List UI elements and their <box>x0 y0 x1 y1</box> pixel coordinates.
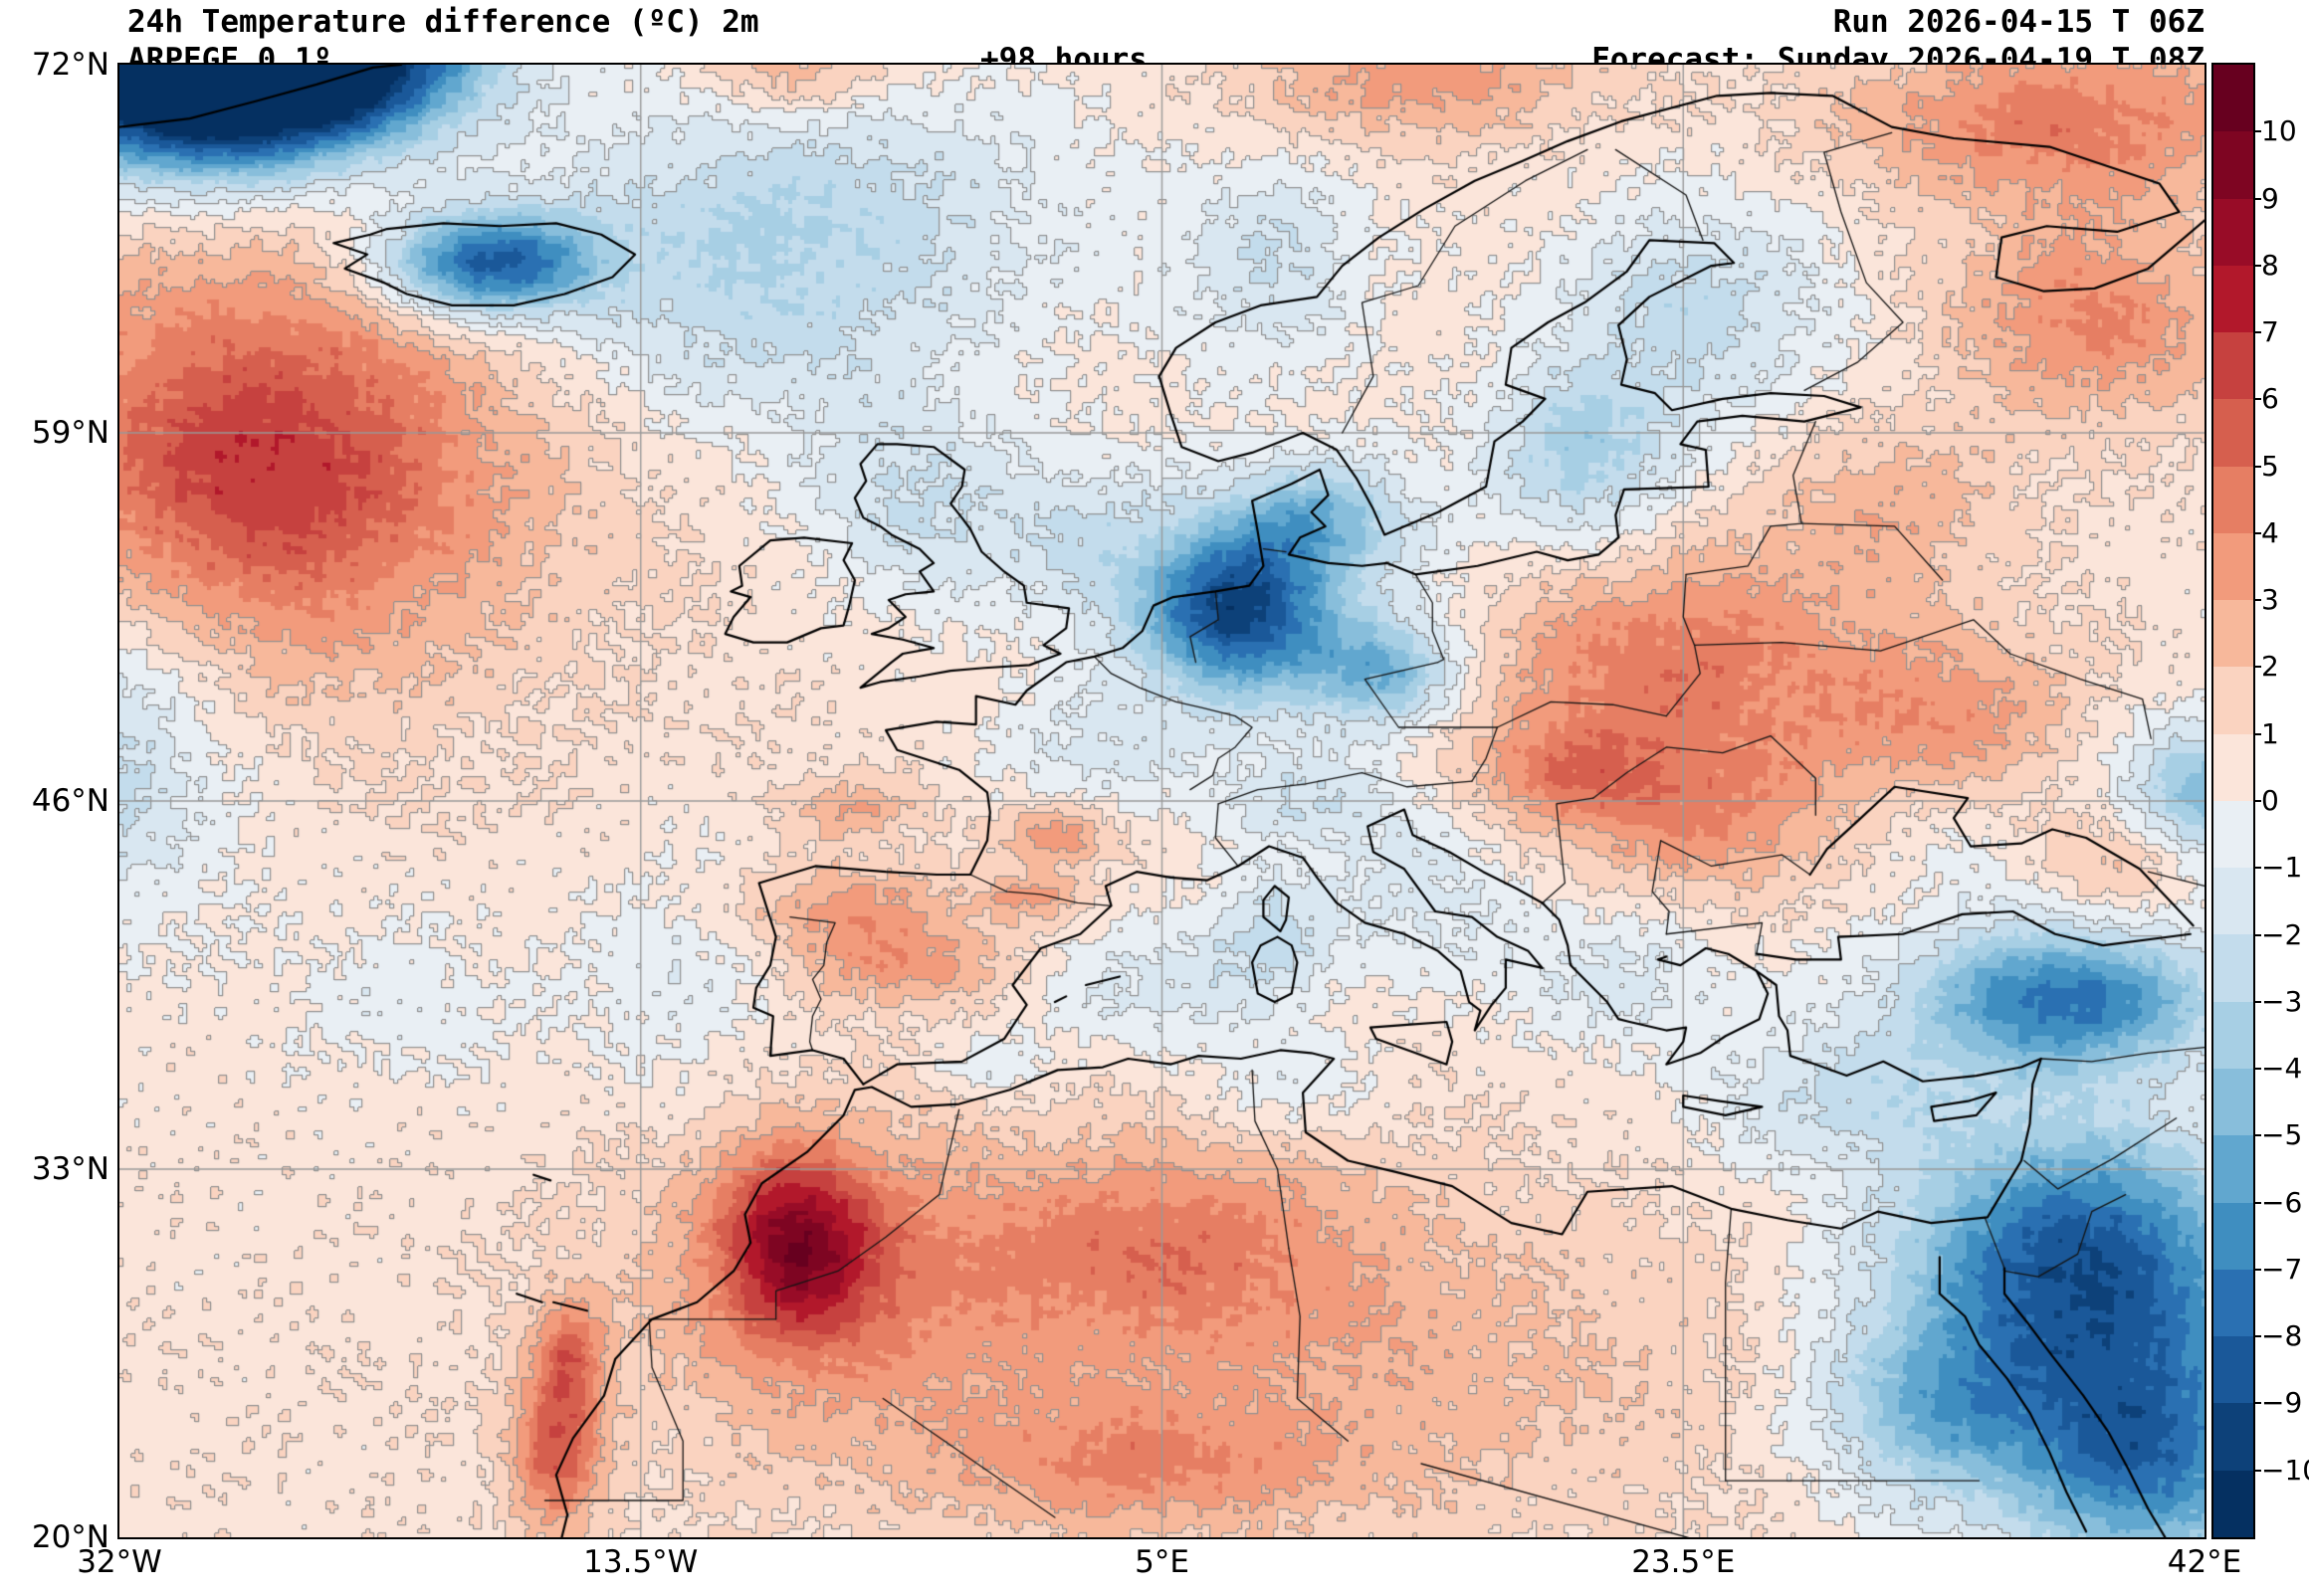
page-title: 24h Temperature difference (ºC) 2m <box>127 4 759 40</box>
colorbar <box>2211 63 2255 1539</box>
colorbar-tick-label: 10 <box>2261 114 2297 148</box>
colorbar-segment <box>2213 1001 2253 1069</box>
colorbar-tick-label: 0 <box>2261 784 2279 817</box>
colorbar-tick-mark <box>2253 398 2261 401</box>
colorbar-tick-label: −6 <box>2261 1185 2303 1219</box>
colorbar-tick-mark <box>2253 666 2261 669</box>
lon-tick-label: 32°W <box>77 1544 162 1580</box>
colorbar-segment <box>2213 733 2253 801</box>
colorbar-segment <box>2213 1336 2253 1404</box>
colorbar-tick-mark <box>2253 130 2261 133</box>
colorbar-tick-mark <box>2253 1402 2261 1405</box>
colorbar-segment <box>2213 198 2253 266</box>
colorbar-tick-mark <box>2253 197 2261 200</box>
lon-tick-label: 5°E <box>1135 1544 1189 1580</box>
colorbar-tick-label: −1 <box>2261 851 2303 885</box>
colorbar-tick-label: 6 <box>2261 382 2279 416</box>
colorbar-tick-mark <box>2253 1134 2261 1137</box>
colorbar-segment <box>2213 1135 2253 1203</box>
colorbar-tick-mark <box>2253 599 2261 602</box>
colorbar-segment <box>2213 399 2253 467</box>
colorbar-segment <box>2213 1470 2253 1537</box>
colorbar-tick-label: −8 <box>2261 1319 2303 1353</box>
colorbar-segment <box>2213 131 2253 199</box>
colorbar-tick-label: 9 <box>2261 181 2279 215</box>
colorbar-segment <box>2213 1068 2253 1136</box>
colorbar-tick-mark <box>2253 867 2261 870</box>
colorbar-tick-mark <box>2253 1201 2261 1204</box>
lon-tick-label: 23.5°E <box>1631 1544 1736 1580</box>
lat-tick-label: 59°N <box>31 415 109 451</box>
lat-tick-label: 20°N <box>31 1519 109 1555</box>
colorbar-tick-label: 3 <box>2261 583 2279 617</box>
colorbar-tick-mark <box>2253 1335 2261 1338</box>
colorbar-tick-mark <box>2253 1068 2261 1071</box>
lon-tick-label: 13.5°W <box>583 1544 699 1580</box>
colorbar-tick-label: 2 <box>2261 650 2279 684</box>
colorbar-tick-mark <box>2253 800 2261 802</box>
colorbar-segment <box>2213 65 2253 132</box>
colorbar-tick-label: −3 <box>2261 984 2303 1018</box>
colorbar-segment <box>2213 667 2253 734</box>
colorbar-tick-label: −5 <box>2261 1118 2303 1152</box>
lat-tick-label: 72°N <box>31 47 109 83</box>
lon-tick-label: 42°E <box>2167 1544 2242 1580</box>
colorbar-tick-mark <box>2253 1000 2261 1003</box>
colorbar-segment <box>2213 1269 2253 1337</box>
colorbar-tick-label: 8 <box>2261 248 2279 282</box>
colorbar-tick-label: −7 <box>2261 1252 2303 1286</box>
colorbar-segment <box>2213 1202 2253 1270</box>
temperature-difference-map-canvas <box>119 65 2204 1537</box>
run-label: Run 2026-04-15 T 06Z <box>1832 4 2204 40</box>
colorbar-tick-label: −2 <box>2261 917 2303 951</box>
colorbar-segment <box>2213 600 2253 668</box>
colorbar-tick-mark <box>2253 465 2261 468</box>
colorbar-tick-label: −4 <box>2261 1052 2303 1086</box>
map-frame <box>117 63 2206 1539</box>
colorbar-segment <box>2213 265 2253 333</box>
colorbar-tick-mark <box>2253 331 2261 334</box>
colorbar-segment <box>2213 332 2253 400</box>
colorbar-segment <box>2213 868 2253 935</box>
colorbar-tick-label: −9 <box>2261 1386 2303 1420</box>
colorbar-tick-label: −10 <box>2261 1453 2309 1487</box>
colorbar-tick-mark <box>2253 933 2261 936</box>
colorbar-tick-mark <box>2253 1268 2261 1271</box>
colorbar-tick-mark <box>2253 264 2261 267</box>
colorbar-segment <box>2213 1403 2253 1471</box>
colorbar-segment <box>2213 934 2253 1002</box>
colorbar-segment <box>2213 800 2253 869</box>
colorbar-tick-label: 7 <box>2261 315 2279 349</box>
lat-tick-label: 46°N <box>31 783 109 819</box>
colorbar-segment <box>2213 532 2253 601</box>
lat-tick-label: 33°N <box>31 1151 109 1187</box>
colorbar-tick-label: 4 <box>2261 515 2279 549</box>
colorbar-tick-mark <box>2253 732 2261 735</box>
colorbar-tick-mark <box>2253 531 2261 534</box>
colorbar-tick-label: 5 <box>2261 449 2279 483</box>
colorbar-segment <box>2213 466 2253 533</box>
colorbar-tick-label: 1 <box>2261 716 2279 750</box>
colorbar-tick-mark <box>2253 1469 2261 1472</box>
